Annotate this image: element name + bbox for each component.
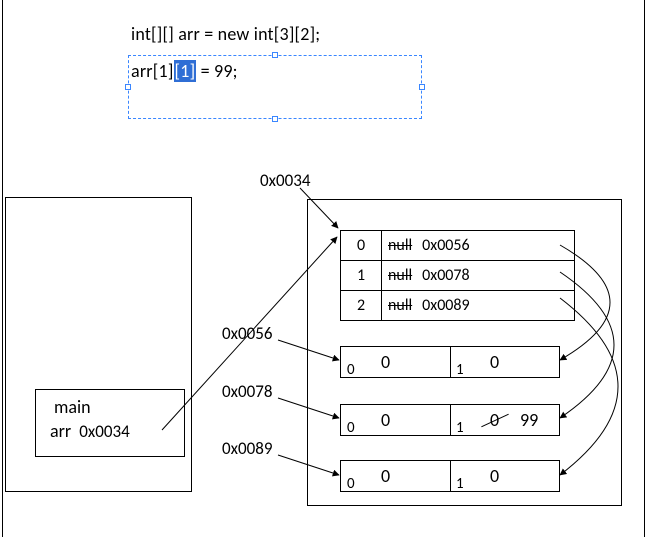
sub-array-box: 0010 [340, 346, 560, 378]
ref-table-index: 2 [341, 291, 382, 321]
code-line-2[interactable]: arr[1][1] = 99; [131, 60, 238, 82]
sub-array-index: 0 [347, 419, 367, 437]
sub-array-addr-label: 0x0089 [222, 438, 272, 459]
selection-handle-top[interactable] [272, 52, 278, 58]
diagram-stage: { "canvas": { "width": 661, "height": 53… [0, 0, 661, 537]
ref-table-null: null [388, 296, 412, 315]
sub-array-addr-label: 0x0078 [222, 381, 272, 402]
code-line-2-highlight: [1] [174, 60, 197, 82]
stack-frame-main: main arr 0x0034 [35, 389, 185, 457]
code-line-2-post: = 99; [196, 60, 237, 82]
sub-array-index: 0 [347, 475, 367, 493]
ref-table-addr: 0x0089 [412, 296, 469, 315]
sub-array-value: 0 [381, 409, 421, 431]
sub-array-divider [450, 405, 451, 435]
stack-arr-value: 0x0034 [75, 421, 129, 442]
sub-array-value: 0 [381, 465, 421, 487]
code-line-1: int[][] arr = new int[3][2]; [131, 23, 320, 45]
page-border-left [2, 0, 3, 537]
selection-handle-bottom[interactable] [272, 116, 278, 122]
sub-array-index: 1 [456, 419, 476, 437]
ref-table-value: null0x0056 [382, 231, 575, 261]
sub-array-value: 0 [490, 351, 530, 373]
selection-handle-left[interactable] [125, 84, 131, 90]
reference-table: 0null0x00561null0x00782null0x0089 [340, 230, 575, 321]
ref-table-addr: 0x0078 [412, 266, 469, 285]
sub-array-divider [450, 461, 451, 491]
code-line-2-pre: arr[1] [131, 60, 174, 82]
ref-table-value: null0x0078 [382, 261, 575, 291]
ref-table-addr: 0x0056 [412, 236, 469, 255]
sub-array-index: 1 [456, 361, 476, 379]
sub-array-index: 0 [347, 361, 367, 379]
sub-array-value: 0 [381, 351, 421, 373]
sub-array-addr-label: 0x0056 [222, 323, 272, 344]
ref-table-index: 0 [341, 231, 382, 261]
ref-table-null: null [388, 266, 412, 285]
selection-handle-right[interactable] [419, 84, 425, 90]
ref-table-null: null [388, 236, 412, 255]
stack-arr-label: arr [50, 420, 71, 442]
sub-array-value: 0 [490, 465, 530, 487]
sub-array-index: 1 [456, 475, 476, 493]
page-border-right [644, 0, 645, 537]
sub-array-box: 0010 [340, 460, 560, 492]
sub-array-box: 001099 [340, 404, 560, 436]
stack-main-label: main [36, 390, 184, 418]
sub-array-divider [450, 347, 451, 377]
ref-table-value: null0x0089 [382, 291, 575, 321]
heap-addr-label: 0x0034 [260, 170, 310, 191]
sub-array-new-value: 99 [520, 409, 538, 431]
ref-table-index: 1 [341, 261, 382, 291]
